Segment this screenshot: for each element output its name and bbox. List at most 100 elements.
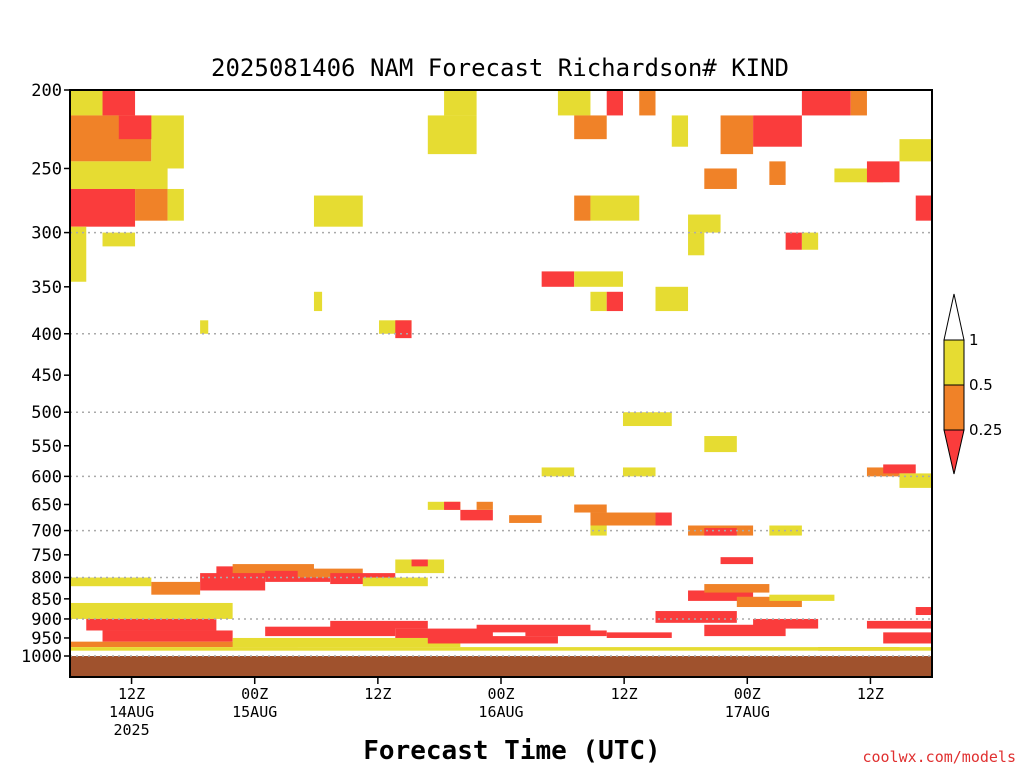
ri-cell-moderate bbox=[769, 161, 786, 185]
x-tick-label: 00Z bbox=[241, 685, 268, 703]
ri-cell-strong bbox=[102, 90, 136, 116]
ri-cell-moderate bbox=[574, 115, 607, 140]
y-tick-label: 1000 bbox=[21, 647, 62, 667]
ri-cell-strong bbox=[476, 624, 591, 633]
x-tick-label: 2025 bbox=[114, 721, 150, 739]
ri-cell-strong bbox=[704, 624, 786, 637]
ri-cell-moderate bbox=[639, 90, 656, 116]
ri-cell-strong bbox=[444, 501, 461, 510]
ri-cell-strong bbox=[866, 620, 932, 629]
ri-cell-weak bbox=[801, 232, 819, 250]
x-axis-label: Forecast Time (UTC) bbox=[363, 736, 660, 766]
y-tick-label: 950 bbox=[31, 629, 62, 649]
ri-cell-weak bbox=[574, 271, 623, 287]
ri-cell-moderate bbox=[232, 564, 314, 574]
ri-cell-moderate bbox=[135, 188, 168, 221]
ri-cell-weak bbox=[704, 436, 737, 453]
ri-cell-weak bbox=[769, 594, 835, 601]
ri-cell-moderate bbox=[704, 168, 737, 189]
ri-cell-strong bbox=[525, 630, 607, 637]
ri-cell-strong bbox=[606, 632, 672, 638]
ri-cell-strong bbox=[606, 291, 623, 312]
ri-cell-strong bbox=[118, 115, 152, 140]
x-tick-label: 14AUG bbox=[109, 703, 154, 721]
ri-cell-strong bbox=[102, 630, 233, 642]
plot-area bbox=[70, 90, 932, 677]
ri-cell-strong bbox=[883, 632, 932, 644]
ri-cell-weak bbox=[427, 115, 477, 155]
x-tick-label: 00Z bbox=[734, 685, 761, 703]
y-tick-label: 750 bbox=[31, 546, 62, 566]
ri-cell-weak bbox=[70, 90, 103, 116]
ri-cell-strong bbox=[411, 559, 428, 567]
ri-cell-moderate bbox=[509, 515, 542, 523]
ri-cell-strong bbox=[655, 611, 737, 623]
ri-cell-weak bbox=[232, 637, 461, 648]
ri-cell-strong bbox=[753, 618, 819, 629]
ri-cell-weak bbox=[427, 501, 461, 510]
ri-cell-weak bbox=[557, 90, 591, 116]
ri-cell-weak bbox=[541, 467, 575, 477]
x-tick-label: 00Z bbox=[487, 685, 514, 703]
legend-swatch bbox=[943, 339, 965, 386]
ri-cell-weak bbox=[70, 647, 932, 651]
x-tick-label: 16AUG bbox=[478, 703, 523, 721]
ri-cell-weak bbox=[688, 214, 721, 233]
y-tick-label: 350 bbox=[31, 278, 62, 298]
ri-cell-strong bbox=[460, 509, 493, 521]
ri-cell-strong bbox=[753, 115, 802, 147]
legend-swatch-bottom bbox=[943, 429, 965, 475]
ri-cell-strong bbox=[866, 161, 900, 183]
ri-cell-weak bbox=[444, 90, 477, 116]
ri-cell-strong bbox=[915, 607, 932, 616]
y-axis: 200 250 300 350 400 450 500 550 600 650 700 750 8008… bbox=[21, 81, 70, 667]
ri-cell-weak bbox=[70, 161, 168, 189]
ri-cell-strong bbox=[330, 573, 396, 585]
y-tick-label: 850 bbox=[31, 590, 62, 610]
ri-cell-moderate bbox=[590, 512, 656, 526]
ri-cell-moderate bbox=[574, 195, 591, 221]
ground-surface bbox=[70, 656, 932, 677]
y-tick-label: 650 bbox=[31, 496, 62, 516]
x-tick-label: 12Z bbox=[364, 685, 391, 703]
ri-cell-weak bbox=[671, 115, 689, 147]
ri-cell-strong bbox=[86, 618, 217, 631]
ri-cell-strong bbox=[606, 90, 623, 116]
legend-swatch bbox=[943, 384, 965, 431]
ri-cell-moderate bbox=[704, 584, 770, 593]
y-tick-label: 450 bbox=[31, 366, 62, 386]
y-tick-label: 550 bbox=[31, 437, 62, 457]
ri-cell-moderate bbox=[720, 115, 754, 155]
heatmap-cells bbox=[70, 90, 932, 651]
y-tick-label: 500 bbox=[31, 403, 62, 423]
ri-cell-weak bbox=[362, 577, 428, 587]
ri-cell-weak bbox=[688, 232, 705, 256]
ri-cell-moderate bbox=[850, 90, 867, 116]
ri-cell-moderate bbox=[574, 504, 607, 513]
y-tick-label: 400 bbox=[31, 325, 62, 345]
ri-cell-weak bbox=[313, 291, 323, 312]
ri-cell-weak bbox=[655, 286, 689, 312]
x-tick-label: 12Z bbox=[611, 685, 638, 703]
ri-cell-weak bbox=[590, 291, 607, 312]
y-tick-label: 900 bbox=[31, 610, 62, 630]
ri-cell-moderate bbox=[151, 581, 201, 595]
ri-cell-strong bbox=[915, 195, 932, 221]
ri-cell-strong bbox=[395, 320, 412, 339]
legend-level-label: 0.5 bbox=[969, 376, 993, 394]
legend-swatch-top bbox=[943, 293, 965, 341]
ri-cell-weak bbox=[313, 195, 363, 227]
x-tick-label: 12Z bbox=[118, 685, 145, 703]
y-tick-label: 700 bbox=[31, 522, 62, 542]
ri-cell-strong bbox=[883, 464, 916, 474]
y-tick-label: 600 bbox=[31, 467, 62, 487]
ri-cell-strong bbox=[785, 232, 802, 250]
legend-level-label: 1 bbox=[969, 331, 979, 349]
y-tick-label: 250 bbox=[31, 159, 62, 179]
ri-cell-weak bbox=[622, 467, 656, 477]
ri-cell-strong bbox=[655, 512, 672, 526]
ri-cell-weak bbox=[899, 473, 932, 488]
ri-cell-strong bbox=[720, 557, 754, 565]
y-tick-label: 800 bbox=[31, 569, 62, 589]
